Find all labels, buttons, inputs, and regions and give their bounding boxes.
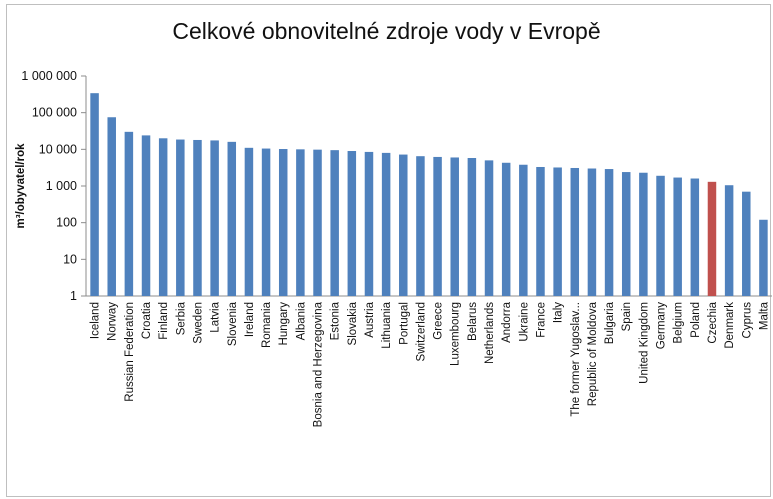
x-tick-label: Croatia — [141, 301, 153, 339]
bar-netherlands — [484, 160, 494, 296]
bar-lithuania — [381, 152, 391, 296]
x-tick-label: Luxembourg — [450, 302, 462, 366]
bar-germany — [656, 175, 665, 296]
chart-title: Celkové obnovitelné zdroje vody v Evropě — [172, 18, 601, 44]
bar-bulgaria — [604, 169, 614, 296]
bar-cyprus — [742, 191, 751, 296]
x-tick-label: Sweden — [192, 302, 204, 344]
x-tick-label: Romania — [261, 301, 273, 348]
bar-estonia — [330, 150, 339, 296]
bar-bosnia-and-herzegovina — [313, 149, 322, 296]
bar-romania — [261, 148, 271, 296]
x-tick-label: Slovenia — [227, 301, 239, 346]
y-tick-label: 100 000 — [32, 106, 77, 120]
x-tick-label: United Kingdom — [638, 302, 650, 384]
x-tick-label: Andorra — [501, 301, 513, 343]
y-tick-label: 1 — [70, 289, 77, 303]
x-tick-label: Iceland — [90, 302, 102, 339]
x-tick-label: Malta — [758, 301, 770, 330]
x-tick-label: Serbia — [175, 301, 187, 335]
x-tick-label: Italy — [553, 302, 565, 323]
bar-the-former-yugoslav — [570, 167, 580, 296]
x-tick-label: Denmark — [724, 302, 736, 349]
x-tick-label: Greece — [433, 302, 445, 340]
bar-ukraine — [519, 164, 528, 296]
bar-russian-federation — [124, 131, 134, 296]
bar-austria — [364, 151, 374, 296]
x-tick-label: Hungary — [278, 302, 290, 346]
y-axis-title: m³/obyvatel/rok — [15, 143, 27, 229]
x-tick-label: Switzerland — [415, 302, 427, 361]
bar-switzerland — [416, 156, 425, 296]
bar-united-kingdom — [639, 172, 648, 296]
y-tick-label: 100 — [56, 216, 77, 230]
bar-france — [536, 166, 545, 296]
x-tick-label: Belarus — [467, 302, 479, 341]
x-tick-label: Bulgaria — [604, 301, 616, 344]
bar-portugal — [399, 154, 408, 296]
bar-luxembourg — [450, 157, 459, 296]
bar-serbia — [176, 139, 185, 296]
x-tick-label: Finland — [158, 302, 170, 340]
bar-ireland — [244, 147, 254, 296]
x-tick-label: Albania — [295, 301, 307, 340]
x-tick-label: Bosnia and Herzegovina — [313, 301, 325, 427]
bar-finland — [158, 138, 168, 296]
x-tick-label: Ireland — [244, 302, 256, 337]
x-tick-label: Republic of Moldova — [587, 301, 599, 406]
bar-slovenia — [227, 141, 237, 296]
y-tick-label: 1 000 000 — [21, 69, 77, 83]
bar-spain — [621, 172, 631, 296]
bar-belarus — [467, 158, 477, 296]
bars — [90, 93, 768, 296]
x-tick-label: The former Yugoslav... — [570, 302, 582, 417]
x-tick-label: Spain — [621, 302, 633, 331]
bar-denmark — [724, 185, 734, 296]
bar-hungary — [278, 149, 288, 296]
x-tick-label: Czechia — [707, 301, 719, 343]
x-tick-label: Austria — [364, 301, 376, 337]
x-tick-label: France — [535, 302, 547, 338]
x-tick-label: Netherlands — [484, 302, 496, 364]
y-tick-label: 10 000 — [39, 142, 77, 156]
x-tick-label: Belgium — [673, 302, 685, 344]
x-tick-label: Slovakia — [347, 301, 359, 345]
bar-albania — [296, 149, 305, 296]
bar-czechia — [707, 181, 717, 296]
bar-norway — [107, 117, 116, 296]
bar-republic-of-moldova — [587, 168, 597, 296]
x-tick-label: Cyprus — [741, 302, 753, 339]
bar-andorra — [501, 162, 511, 296]
x-tick-label: Estonia — [330, 301, 342, 340]
bar-malta — [759, 219, 768, 296]
x-tick-label: Germany — [656, 302, 668, 350]
x-axis-labels: Iceland Norway Russian Federation Croatia Fi… — [90, 301, 771, 427]
x-tick-label: Poland — [690, 302, 702, 338]
x-tick-label: Russian Federation — [124, 302, 136, 402]
bar-slovakia — [347, 151, 357, 296]
bar-poland — [690, 178, 700, 296]
x-tick-label: Norway — [107, 302, 119, 341]
bar-latvia — [210, 140, 219, 296]
y-tick-label: 1 000 — [46, 179, 77, 193]
x-tick-label: Ukraine — [518, 302, 530, 342]
x-tick-label: Latvia — [210, 301, 222, 332]
bar-iceland — [90, 93, 99, 296]
x-tick-label: Portugal — [398, 302, 410, 345]
bar-sweden — [193, 139, 202, 296]
x-tick-label: Lithuania — [381, 301, 393, 348]
bar-croatia — [141, 135, 151, 296]
bar-belgium — [673, 177, 682, 296]
y-tick-label: 10 — [63, 252, 77, 266]
bar-greece — [433, 156, 442, 296]
bar-italy — [553, 167, 562, 296]
